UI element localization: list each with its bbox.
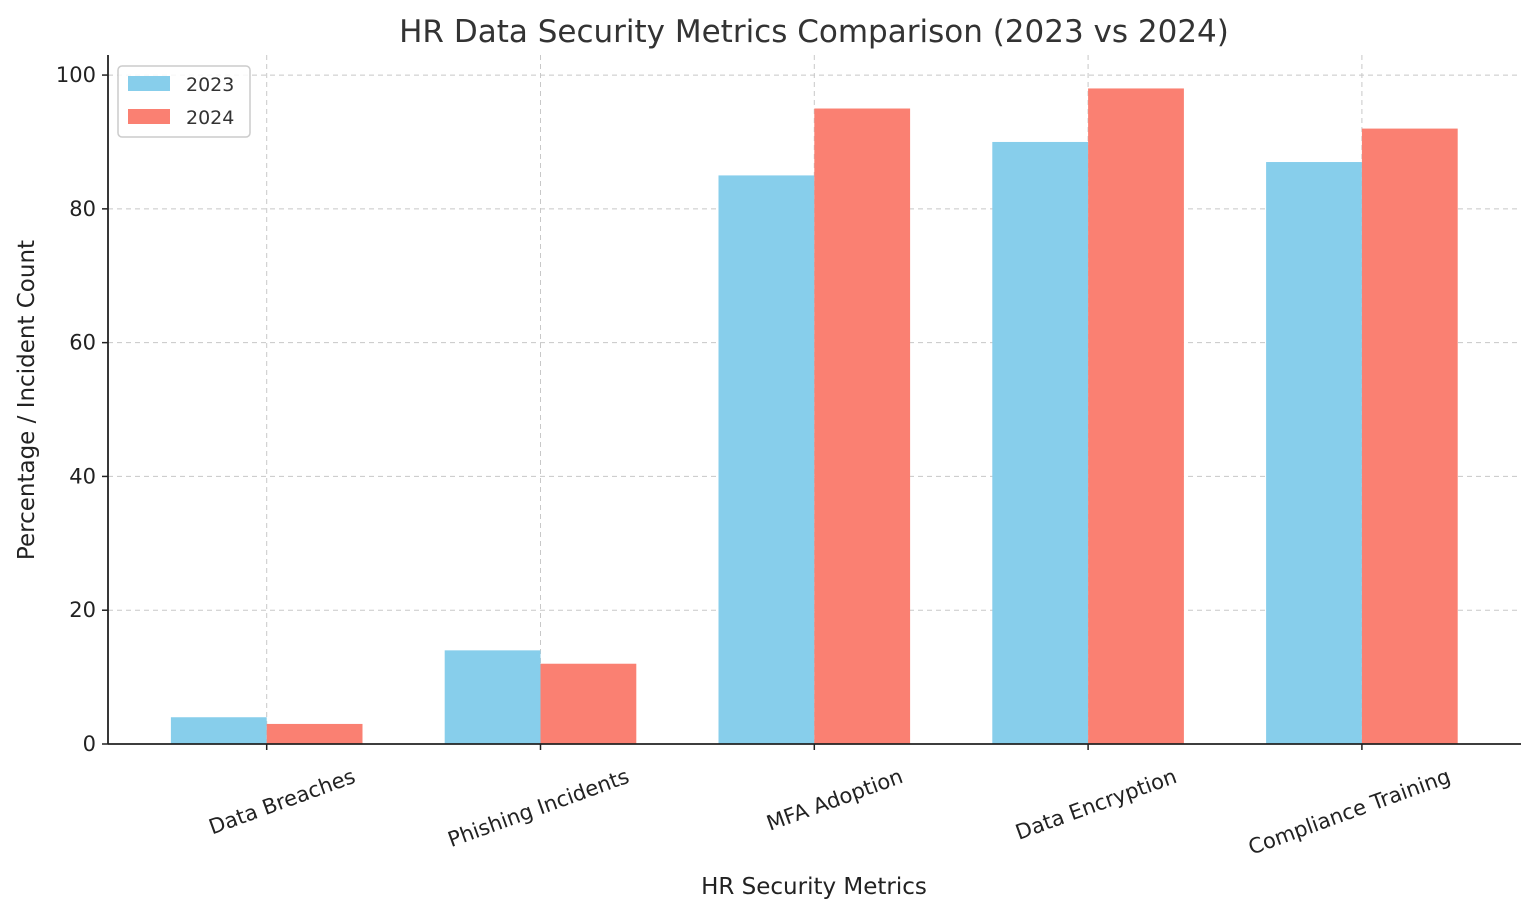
- legend-swatch-2024: [128, 109, 170, 124]
- y-tick-label-100: 100: [56, 63, 96, 87]
- bar-2024-mfa-adoption: [814, 108, 911, 744]
- bars: [170, 88, 1458, 745]
- x-tick-label-data-breaches: Data Breaches: [206, 764, 359, 839]
- x-tick-label-phishing-incidents: Phishing Incidents: [445, 764, 633, 852]
- y-tick-label-0: 0: [83, 732, 96, 756]
- bar-2024-compliance-training: [1361, 128, 1458, 744]
- y-axis-label: Percentage / Incident Count: [14, 240, 40, 560]
- bar-2023-data-breaches: [170, 717, 267, 744]
- legend-label-2023: 2023: [186, 74, 234, 96]
- chart-title: HR Data Security Metrics Comparison (202…: [399, 14, 1229, 50]
- bar-2023-mfa-adoption: [718, 175, 815, 744]
- x-tick-label-mfa-adoption: MFA Adoption: [763, 764, 906, 835]
- bar-2024-phishing-incidents: [540, 663, 637, 744]
- legend-swatch-2023: [128, 76, 170, 91]
- bar-2023-phishing-incidents: [444, 650, 541, 744]
- x-axis-label: HR Security Metrics: [701, 874, 927, 900]
- y-tick-label-20: 20: [69, 598, 96, 622]
- x-tick-label-compliance-training: Compliance Training: [1245, 764, 1454, 859]
- legend: 2023 2024: [117, 65, 251, 138]
- legend-label-2024: 2024: [186, 107, 234, 129]
- axes: [102, 55, 1521, 750]
- bar-2023-data-encryption: [992, 141, 1089, 744]
- bar-2023-compliance-training: [1266, 162, 1362, 745]
- x-tick-label-data-encryption: Data Encryption: [1012, 764, 1180, 845]
- y-tick-label-60: 60: [69, 331, 96, 355]
- bar-2024-data-breaches: [266, 723, 363, 744]
- y-tick-label-40: 40: [69, 464, 96, 488]
- y-tick-label-80: 80: [69, 197, 96, 221]
- bar-2024-data-encryption: [1088, 88, 1184, 745]
